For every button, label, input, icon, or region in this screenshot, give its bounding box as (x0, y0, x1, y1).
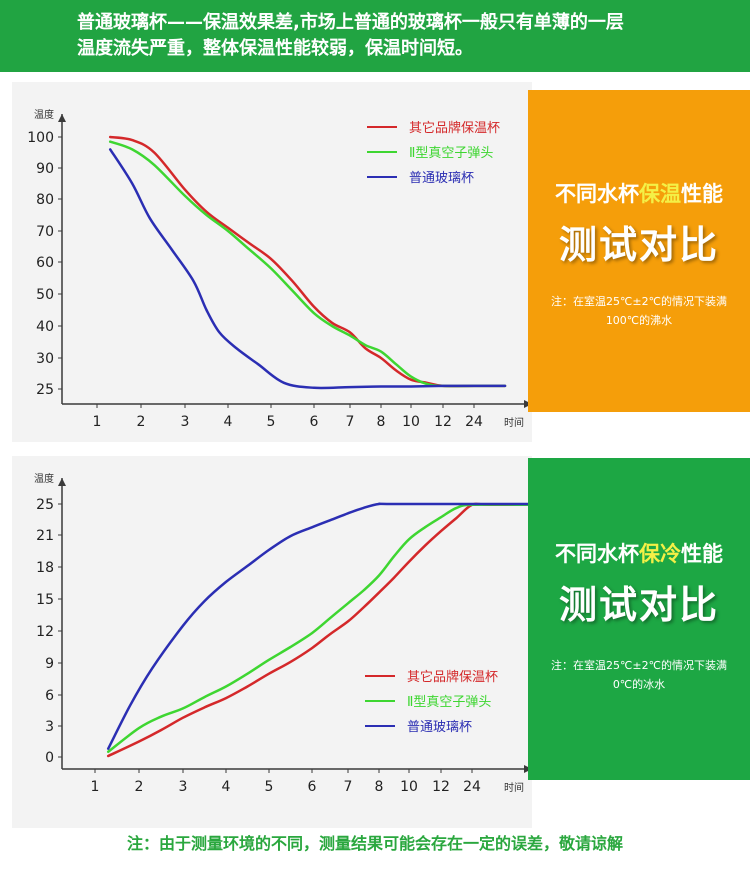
y-tick-label: 80 (36, 192, 54, 208)
panel-note-line-1: 注：在室温25℃±2℃的情况下装满 (551, 659, 727, 672)
legend-label: 普通玻璃杯 (407, 720, 472, 735)
panel-note-line-2: 0℃的冰水 (612, 678, 666, 691)
x-tick-label: 1 (91, 779, 100, 795)
x-axis-label: 时间 (504, 416, 524, 429)
series-line (106, 502, 530, 750)
panel-title: 不同水杯保温性能 (528, 178, 750, 208)
y-tick-label: 25 (36, 382, 54, 398)
top-banner: 普通玻璃杯——保温效果差,市场上普通的玻璃杯一般只有单薄的一层 温度流失严重，整… (0, 0, 750, 72)
y-tick-label: 90 (36, 161, 54, 177)
cold-chart-area: 温度 0 3 6 9 12 15 18 21 25 1 2 3 4 5 6 7 8 10 12 24 时间 其它品牌保温杯 Ⅱ… (12, 456, 532, 828)
panel-title-pre: 不同水杯 (555, 542, 639, 566)
y-tick-label: 100 (27, 130, 54, 146)
x-tick-label: 6 (308, 779, 317, 795)
y-axis-arrow (58, 478, 66, 486)
panel-title-post: 性能 (681, 542, 723, 566)
x-tick-label: 24 (463, 779, 481, 795)
y-tick-label: 70 (36, 224, 54, 240)
x-tick-label: 6 (310, 414, 319, 430)
banner-line-2: 温度流失严重，整体保温性能较弱，保温时间短。 (77, 38, 473, 59)
y-tick-label: 6 (45, 688, 54, 704)
x-tick-label: 7 (344, 779, 353, 795)
panel-title: 不同水杯保冷性能 (528, 538, 750, 568)
panel-title-highlight: 保冷 (639, 542, 681, 566)
x-tick-label: 3 (181, 414, 190, 430)
x-tick-label: 7 (346, 414, 355, 430)
panel-title-pre: 不同水杯 (555, 182, 639, 206)
y-tick-label: 3 (45, 719, 54, 735)
hot-chart-area: 温度 25 30 40 50 60 70 80 90 100 1 2 3 4 5 6 7 8 10 12 24 时间 其它品… (12, 82, 532, 442)
x-tick-label: 10 (402, 414, 420, 430)
panel-note-line-1: 注：在室温25℃±2℃的情况下装满 (551, 295, 727, 308)
y-tick-label: 30 (36, 351, 54, 367)
y-axis-label: 温度 (34, 108, 54, 121)
x-tick-label: 4 (222, 779, 231, 795)
legend-label: Ⅱ型真空子弹头 (409, 146, 493, 161)
series-line (108, 140, 507, 388)
x-tick-label: 10 (400, 779, 418, 795)
y-tick-label: 18 (36, 560, 54, 576)
x-axis-label: 时间 (504, 781, 524, 794)
y-tick-label: 40 (36, 319, 54, 335)
y-tick-label: 50 (36, 287, 54, 303)
legend-label: 普通玻璃杯 (409, 171, 474, 186)
legend-label: 其它品牌保温杯 (407, 669, 498, 685)
x-tick-label: 2 (137, 414, 146, 430)
x-tick-label: 4 (224, 414, 233, 430)
series-line (106, 502, 530, 758)
y-tick-label: 9 (45, 656, 54, 672)
hot-test-panel: 不同水杯保温性能 测试对比 注：在室温25℃±2℃的情况下装满 100℃的沸水 (528, 90, 750, 412)
cold-test-panel: 不同水杯保冷性能 测试对比 注：在室温25℃±2℃的情况下装满 0℃的冰水 (528, 458, 750, 780)
series-line (106, 503, 530, 754)
x-tick-label: 2 (135, 779, 144, 795)
x-tick-label: 5 (267, 414, 276, 430)
y-tick-label: 25 (36, 497, 54, 513)
x-tick-label: 12 (434, 414, 452, 430)
x-tick-label: 12 (432, 779, 450, 795)
x-tick-label: 3 (179, 779, 188, 795)
x-tick-label: 5 (265, 779, 274, 795)
x-tick-label: 24 (465, 414, 483, 430)
y-tick-label: 60 (36, 255, 54, 271)
panel-big-title: 测试对比 (558, 583, 719, 627)
x-tick-label: 8 (375, 779, 384, 795)
x-tick-label: 1 (93, 414, 102, 430)
legend-label: 其它品牌保温杯 (409, 120, 500, 136)
panel-note: 注：在室温25℃±2℃的情况下装满 0℃的冰水 (536, 656, 742, 694)
panel-note-line-2: 100℃的沸水 (605, 314, 673, 327)
banner-line-1: 普通玻璃杯——保温效果差,市场上普通的玻璃杯一般只有单薄的一层 (77, 12, 624, 33)
series-line (108, 148, 507, 390)
panel-title-post: 性能 (681, 182, 723, 206)
x-tick-label: 8 (377, 414, 386, 430)
y-axis-arrow (58, 114, 66, 122)
panel-big-title: 测试对比 (558, 223, 719, 267)
panel-title-highlight: 保温 (639, 182, 681, 206)
y-tick-label: 15 (36, 592, 54, 608)
panel-note: 注：在室温25℃±2℃的情况下装满 100℃的沸水 (536, 292, 742, 330)
y-tick-label: 0 (45, 750, 54, 766)
banner-text: 普通玻璃杯——保温效果差,市场上普通的玻璃杯一般只有单薄的一层 温度流失严重，整… (77, 10, 737, 62)
footer-disclaimer: 注：由于测量环境的不同，测量结果可能会存在一定的误差，敬请谅解 (126, 834, 623, 853)
y-axis-label: 温度 (34, 472, 54, 485)
y-tick-label: 21 (36, 528, 54, 544)
y-tick-label: 12 (36, 624, 54, 640)
legend-label: Ⅱ型真空子弹头 (407, 695, 491, 710)
